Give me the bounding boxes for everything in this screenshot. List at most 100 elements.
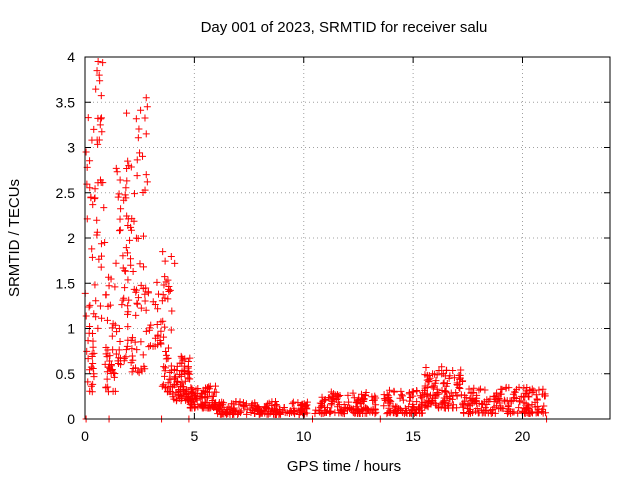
data-point [122,346,130,354]
data-point [133,346,141,354]
data-point [97,92,105,100]
data-point [82,312,90,320]
data-point [321,396,329,404]
data-point [215,406,223,414]
data-point [383,410,391,418]
data-point [466,402,474,410]
axis-ticks [84,56,610,420]
data-point [142,284,150,292]
data-point [390,388,398,396]
data-point [272,398,280,406]
data-point [160,363,168,371]
x-tick-label: 0 [81,428,89,444]
data-point [413,387,421,395]
data-point [429,370,437,378]
data-point [85,329,93,337]
data-point [450,374,458,382]
data-point [253,405,261,413]
data-point [478,400,486,408]
data-point [83,347,91,355]
data-point [120,294,128,302]
data-point [429,384,437,392]
data-point [297,401,305,409]
data-point [252,402,260,410]
data-point [345,398,353,406]
data-point [461,391,469,399]
data-point [201,384,209,392]
data-point [85,303,93,311]
data-point [192,386,200,394]
data-point [227,400,235,408]
data-point [405,389,413,397]
data-point [142,130,150,138]
grid [85,57,610,419]
data-point [449,401,457,409]
data-point [276,406,284,414]
x-tick-label: 20 [515,428,531,444]
data-point [394,405,402,413]
data-point [398,392,406,400]
data-point [326,409,334,417]
data-point [104,302,112,310]
data-point [495,405,503,413]
data-point [135,369,143,377]
y-tick-label: 3 [67,140,75,156]
data-point [532,391,540,399]
data-point [84,355,92,363]
data-point [115,227,123,235]
data-point [201,401,209,409]
data-point [93,67,101,75]
data-point [123,212,131,220]
data-point [126,255,134,263]
data-point [127,226,135,234]
data-point [145,326,153,334]
data-point [355,394,363,402]
data-point [540,402,548,410]
data-point [151,342,159,350]
data-point [111,387,119,395]
data-point [185,370,193,378]
data-point [193,396,201,404]
data-point [389,402,397,410]
data-point [165,287,173,295]
data-point [136,260,144,268]
data-point [160,333,168,341]
data-point [517,392,525,400]
data-point [123,109,131,117]
data-point [101,238,109,246]
data-point [113,168,121,176]
data-point [467,389,475,397]
data-point [105,282,113,290]
data-point [180,368,188,376]
data-point [445,374,453,382]
data-point [316,404,324,412]
data-point [130,217,138,225]
data-point [92,85,100,93]
data-point [122,244,130,252]
data-point [520,384,528,392]
data-point [125,162,133,170]
x-tick-labels: 0 5 10 15 20 [81,428,530,444]
data-point [522,400,530,408]
data-point [214,410,222,418]
data-point [475,386,483,394]
data-point [300,400,308,408]
data-point [84,337,92,345]
data-point [503,397,511,405]
data-point [289,398,297,406]
data-point [319,409,327,417]
data-point [139,152,147,160]
data-point [107,370,115,378]
data-point [177,372,185,380]
data-point [90,310,98,318]
data-point [88,245,96,253]
data-point [96,121,104,129]
data-point [509,408,517,416]
data-point [129,267,137,275]
data-point [494,397,502,405]
data-point [102,291,110,299]
data-point [167,326,175,334]
data-point [86,301,94,309]
data-point [523,409,531,417]
data-point [241,402,249,410]
